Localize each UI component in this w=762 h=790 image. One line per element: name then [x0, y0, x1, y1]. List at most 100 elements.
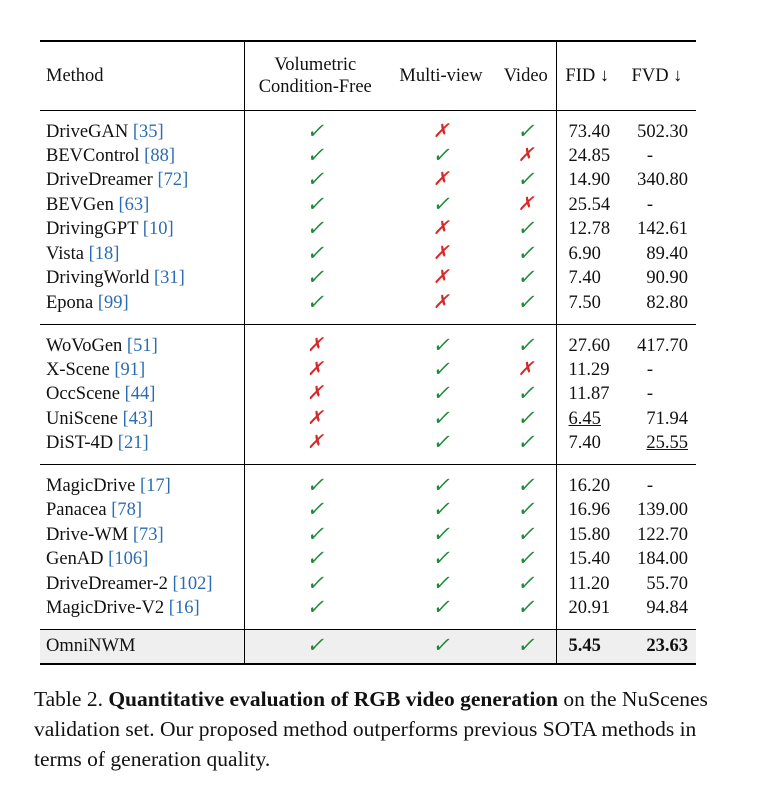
check-icon: ✓	[516, 265, 535, 290]
citation-link[interactable]: [43]	[122, 408, 154, 429]
table-row: UniScene [43] ✗ ✓ ✓ 6.45 71.94	[40, 405, 696, 431]
fid-value: 5.45	[555, 629, 618, 665]
table-row: DrivingGPT [10] ✓ ✗ ✓ 12.78 142.61	[40, 217, 696, 242]
check-icon: ✓	[432, 332, 450, 357]
citation-link[interactable]: [72]	[157, 170, 189, 191]
fid-value: 11.20	[555, 571, 618, 596]
citation-link[interactable]: [21]	[117, 433, 149, 453]
citation-link[interactable]: [18]	[88, 243, 120, 264]
check-icon: ✓	[432, 546, 450, 571]
fid-value: 12.78	[555, 217, 618, 242]
table-row: DrivingWorld [31] ✓ ✗ ✓ 7.40 90.90	[40, 266, 696, 291]
check-icon: ✓	[516, 381, 535, 406]
check-icon: ✓	[516, 473, 535, 497]
citation-link[interactable]: [35]	[132, 121, 164, 142]
check-icon: ✓	[516, 167, 535, 192]
table-row: BEVControl [88] ✓ ✓ ✗ 24.85 -	[40, 142, 696, 169]
check-icon: ✓	[516, 497, 535, 522]
header-multiview: Multi-view	[386, 40, 496, 111]
fvd-value: -	[646, 476, 654, 496]
method-cell: BEVGen [63]	[40, 193, 244, 218]
check-icon: ✓	[516, 216, 535, 241]
fvd-value: -	[646, 194, 654, 215]
cross-icon: ✗	[433, 291, 449, 313]
table-row: Drive-WM [73] ✓ ✓ ✓ 15.80 122.70	[40, 521, 696, 547]
fid-value: 11.87	[555, 382, 618, 407]
check-icon: ✓	[432, 633, 450, 658]
cross-icon: ✗	[433, 242, 449, 264]
ours-row-group: OmniNWM ✓ ✓ ✓ 5.45 23.63	[40, 629, 696, 665]
citation-link[interactable]: [99]	[97, 292, 129, 313]
header-volumetric-line1: Volumetric	[274, 54, 357, 75]
fvd-value: 94.84	[646, 598, 688, 618]
citation-link[interactable]: [44]	[124, 384, 156, 405]
fid-value: 20.91	[555, 596, 618, 630]
fvd-value: 55.70	[646, 573, 688, 594]
cross-icon: ✗	[433, 218, 449, 240]
check-icon: ✓	[516, 240, 535, 265]
check-icon: ✓	[432, 595, 450, 619]
fid-value: 27.60	[555, 324, 618, 358]
fid-value: 7.40	[555, 266, 618, 291]
fvd-value: -	[646, 384, 654, 405]
fvd-value: 417.70	[637, 335, 688, 356]
check-icon: ✓	[516, 546, 535, 571]
table-row: WoVoGen [51] ✗ ✓ ✓ 27.60 417.70	[40, 324, 696, 358]
citation-link[interactable]: [63]	[118, 194, 150, 215]
citation-link[interactable]: [16]	[168, 598, 200, 618]
check-icon: ✓	[432, 142, 450, 167]
check-icon: ✓	[306, 118, 325, 143]
table-row: Vista [18] ✓ ✗ ✓ 6.90 89.40	[40, 240, 696, 266]
method-cell: Epona [99]	[40, 291, 244, 325]
method-name: DriveDreamer-2	[46, 573, 173, 594]
cross-icon: ✗	[517, 193, 534, 215]
header-fvd: FVD ↓	[618, 40, 696, 111]
method-name: DriveGAN	[46, 121, 133, 142]
method-name: DrivingGPT	[46, 219, 143, 240]
citation-link[interactable]: [73]	[132, 524, 164, 545]
fid-value: 7.50	[555, 290, 618, 324]
caption-label: Table 2.	[34, 687, 109, 711]
method-name: DriveDreamer	[46, 170, 158, 191]
fvd-value: 142.61	[637, 219, 688, 240]
citation-link[interactable]: [17]	[140, 476, 171, 496]
fvd-value: 122.70	[637, 524, 688, 545]
citation-link[interactable]: [78]	[111, 500, 143, 521]
row-group: WoVoGen [51] ✗ ✓ ✓ 27.60 417.70 X-Scene [91] ✗ ✓…	[40, 324, 696, 465]
citation-link[interactable]: [10]	[142, 219, 174, 240]
method-name: Drive-WM	[46, 524, 133, 545]
cross-icon: ✗	[433, 267, 449, 289]
header-video: Video	[496, 40, 556, 111]
method-name: Epona	[46, 292, 98, 313]
check-icon: ✓	[306, 633, 325, 658]
check-icon: ✓	[432, 430, 450, 454]
table-row: X-Scene [91] ✗ ✓ ✗ 11.29 -	[40, 357, 696, 382]
check-icon: ✓	[432, 405, 450, 430]
cross-icon: ✗	[433, 120, 449, 142]
citation-link[interactable]: [91]	[114, 359, 146, 380]
citation-link[interactable]: [106]	[108, 549, 149, 570]
check-icon: ✓	[306, 521, 325, 546]
fid-value: 15.80	[555, 522, 618, 547]
fid-value: 16.20	[555, 464, 618, 498]
citation-link[interactable]: [51]	[126, 335, 158, 356]
cross-icon: ✗	[517, 358, 534, 380]
citation-link[interactable]: [31]	[153, 268, 185, 289]
method-name: OccScene	[46, 384, 125, 405]
citation-link[interactable]: [88]	[144, 145, 175, 166]
fvd-value: 89.40	[646, 243, 688, 264]
check-icon: ✓	[516, 405, 535, 430]
fvd-value: 82.80	[646, 292, 688, 313]
check-icon: ✓	[306, 216, 325, 241]
method-name: MagicDrive-V2	[46, 598, 169, 618]
table-row: Panacea [78] ✓ ✓ ✓ 16.96 139.00	[40, 498, 696, 523]
fvd-value: 502.30	[637, 121, 688, 142]
cross-icon: ✗	[307, 358, 324, 380]
method-cell: BEVControl [88]	[40, 144, 244, 169]
check-icon: ✓	[306, 240, 325, 265]
fid-value: 25.54	[555, 192, 618, 217]
citation-link[interactable]: [102]	[172, 573, 213, 594]
results-table: Method Volumetric Condition-Free Multi-v…	[40, 40, 696, 665]
fid-value: 24.85	[555, 143, 618, 168]
table-row: DriveGAN [35] ✓ ✗ ✓ 73.40 502.30	[40, 110, 696, 144]
